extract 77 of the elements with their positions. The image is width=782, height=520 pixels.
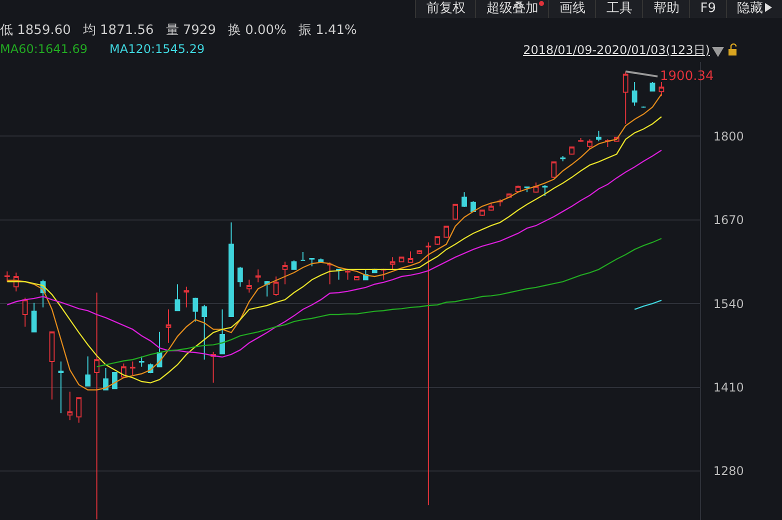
candlestick [238,266,243,288]
candlestick [85,356,91,387]
candlestick [488,202,494,212]
candlestick [640,106,646,108]
candlestick [596,130,602,142]
candlestick [300,252,306,261]
candlestick [255,268,261,283]
candlestick [184,286,190,308]
candlestick [560,156,566,162]
candlestick [434,236,440,246]
candlestick [444,226,450,238]
line-series [96,238,662,368]
candlestick [166,308,172,344]
line-series [6,150,662,358]
candlestick [58,361,64,414]
candlestick [354,276,360,280]
candlestick [470,200,476,212]
candlestick [220,308,225,354]
candlestick [49,331,55,400]
candlestick [452,204,458,220]
candlestick [228,222,234,317]
candlestick [622,70,628,124]
candlestick [192,297,198,322]
text: 低 1859.60 [0,23,71,38]
candlestick [22,297,28,328]
candlestick [658,81,664,97]
candlestick [542,184,548,196]
candlestick [76,397,82,424]
text: 换 0.00% [228,23,286,38]
text: MA60:1641.69 [0,42,88,56]
candlestick [112,372,118,390]
text: 振 1.41% [298,23,357,38]
candlestick [309,258,315,267]
text: 超级叠加 [475,0,548,18]
y-tick-label: 1410 [713,380,744,394]
candlestick [587,138,592,150]
text: 隐藏 [726,0,782,18]
candlestick [174,284,180,312]
text: F9 [689,0,726,18]
candlestick [569,146,575,156]
text: 量 7929 [166,23,216,38]
candlestick [462,192,467,208]
candlestick [551,161,557,178]
annotation: 1900.34 [660,69,714,84]
candlestick [390,256,396,270]
text: 均 1871.56 [82,23,154,38]
candlestick [336,268,342,280]
candlestick [246,279,252,294]
candlestick [578,138,584,142]
candlestick [202,304,208,360]
text: MA120:1545.29 [110,42,205,56]
candlestick [31,302,37,332]
text: 2018/01/09-2020/01/03(123日) [523,43,710,57]
y-tick-label: 1540 [713,296,744,311]
candlestick [426,242,432,506]
candlestick [138,356,144,368]
y-tick-label: 1800 [713,129,744,144]
candlestick [345,268,350,280]
text: 工具 [595,0,642,18]
y-tick-label: 1280 [713,464,744,478]
y-tick-label: 1670 [713,213,744,228]
candlestick [67,391,73,421]
text: 画线 [548,0,596,18]
candlestick [4,270,10,282]
text: 前复权 [415,0,476,18]
candlestick [480,210,485,216]
candlestick [282,261,288,285]
text: 帮助 [642,0,690,18]
candlestick [327,262,333,285]
candlestick [632,81,638,106]
candlestick [130,361,136,376]
candlestick [273,276,279,296]
candlestick [416,250,422,254]
line-series [634,300,662,310]
candlestick [291,260,297,270]
candlestick [408,250,414,263]
candlestick [103,367,108,390]
